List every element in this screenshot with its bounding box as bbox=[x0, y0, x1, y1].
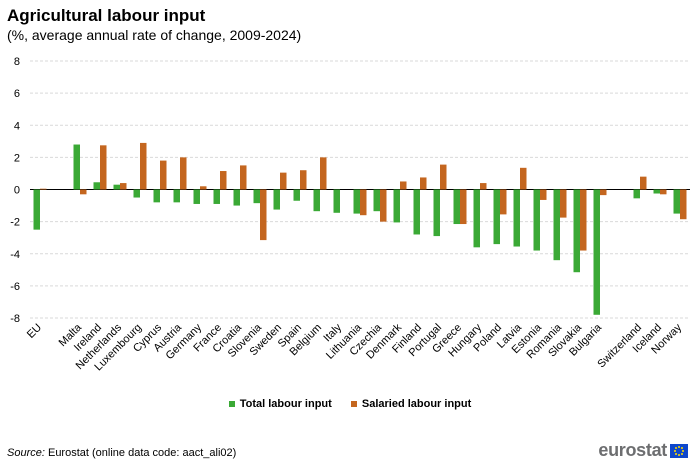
bar-salaried-labour bbox=[100, 145, 107, 190]
legend-label-salaried: Salaried labour input bbox=[361, 398, 472, 410]
bar-salaried-labour bbox=[260, 189, 267, 241]
bar-salaried-labour bbox=[600, 189, 607, 196]
bar-salaried-labour bbox=[460, 189, 467, 225]
bar-total-labour bbox=[493, 189, 500, 245]
y-tick-label: 2 bbox=[14, 152, 20, 164]
bar-total-labour bbox=[213, 189, 220, 204]
bar-total-labour bbox=[653, 189, 660, 194]
bar-total-labour bbox=[113, 184, 120, 190]
bar-total-labour bbox=[413, 189, 420, 235]
bar-total-labour bbox=[513, 189, 520, 247]
bar-total-labour bbox=[393, 189, 400, 223]
eurostat-logo: eurostat bbox=[598, 440, 688, 461]
legend-swatch-salaried bbox=[350, 401, 357, 408]
bar-total-labour bbox=[93, 182, 100, 190]
eu-flag-icon bbox=[670, 443, 688, 458]
bar-total-labour bbox=[373, 189, 380, 212]
bar-salaried-labour bbox=[560, 189, 567, 218]
source-text: Eurostat (online data code: aact_ali02) bbox=[44, 447, 237, 459]
y-tick-label: 4 bbox=[14, 120, 20, 132]
bar-salaried-labour bbox=[140, 142, 147, 190]
y-tick-label: 6 bbox=[14, 88, 20, 100]
bar-total-labour bbox=[293, 189, 300, 201]
y-tick-label: -4 bbox=[10, 249, 20, 261]
x-tick-label: EU bbox=[25, 322, 44, 341]
y-tick-label: -6 bbox=[10, 281, 20, 293]
bar-total-labour bbox=[333, 189, 340, 213]
chart-title: Agricultural labour input bbox=[7, 6, 206, 25]
bar-total-labour bbox=[273, 189, 280, 210]
legend-label-total: Total labour input bbox=[239, 398, 332, 410]
bar-salaried-labour bbox=[180, 157, 187, 190]
bar-salaried-labour bbox=[520, 167, 527, 190]
bar-salaried-labour bbox=[480, 183, 487, 190]
bar-total-labour bbox=[73, 144, 80, 190]
y-tick-label: -8 bbox=[10, 313, 20, 325]
bar-salaried-labour bbox=[160, 160, 167, 190]
bar-salaried-labour bbox=[440, 164, 447, 190]
y-tick-label: 8 bbox=[14, 56, 20, 68]
bar-total-labour bbox=[193, 189, 200, 204]
chart-subtitle: (%, average annual rate of change, 2009-… bbox=[7, 27, 302, 43]
bar-salaried-labour bbox=[680, 189, 687, 220]
chart-legend: Total labour input Salaried labour input bbox=[0, 398, 700, 410]
legend-swatch-total bbox=[228, 401, 235, 408]
y-tick-label: 0 bbox=[14, 185, 20, 197]
bar-total-labour bbox=[153, 189, 160, 203]
bar-salaried-labour bbox=[280, 172, 287, 190]
bar-salaried-labour bbox=[200, 186, 207, 190]
bar-total-labour bbox=[593, 189, 600, 315]
bar-total-labour bbox=[353, 189, 360, 214]
bar-salaried-labour bbox=[640, 176, 647, 190]
bar-salaried-labour bbox=[420, 177, 427, 190]
bar-total-labour bbox=[633, 189, 640, 199]
source-prefix: Source: bbox=[7, 447, 45, 459]
bar-salaried-labour bbox=[540, 189, 547, 200]
bar-salaried-labour bbox=[120, 183, 127, 190]
bar-total-labour bbox=[573, 189, 580, 273]
bar-total-labour bbox=[173, 189, 180, 203]
bar-total-labour bbox=[433, 189, 440, 237]
bar-total-labour bbox=[533, 189, 540, 251]
bar-total-labour bbox=[133, 189, 140, 198]
bar-total-labour bbox=[453, 189, 460, 225]
bar-total-labour bbox=[33, 189, 40, 230]
legend-item-salaried: Salaried labour input bbox=[350, 398, 472, 410]
logo-text: eurostat bbox=[598, 440, 667, 460]
bar-salaried-labour bbox=[320, 157, 327, 190]
bar-salaried-labour bbox=[220, 171, 227, 190]
bar-total-labour bbox=[253, 189, 260, 204]
y-tick-label: -2 bbox=[10, 217, 20, 229]
bar-total-labour bbox=[313, 189, 320, 212]
source-note: Source: Eurostat (online data code: aact… bbox=[7, 447, 236, 459]
bar-salaried-labour bbox=[500, 189, 507, 215]
bar-total-labour bbox=[673, 189, 680, 214]
legend-item-total: Total labour input bbox=[228, 398, 332, 410]
bar-salaried-labour bbox=[380, 189, 387, 222]
bar-salaried-labour bbox=[40, 188, 47, 190]
bar-total-labour bbox=[473, 189, 480, 248]
bar-salaried-labour bbox=[400, 181, 407, 190]
bar-total-labour bbox=[233, 189, 240, 206]
bar-salaried-labour bbox=[80, 189, 87, 195]
bar-salaried-labour bbox=[660, 189, 667, 195]
bar-salaried-labour bbox=[240, 165, 247, 190]
bar-total-labour bbox=[553, 189, 560, 261]
bar-salaried-labour bbox=[360, 189, 367, 216]
bar-salaried-labour bbox=[300, 170, 307, 190]
bar-salaried-labour bbox=[580, 189, 587, 251]
